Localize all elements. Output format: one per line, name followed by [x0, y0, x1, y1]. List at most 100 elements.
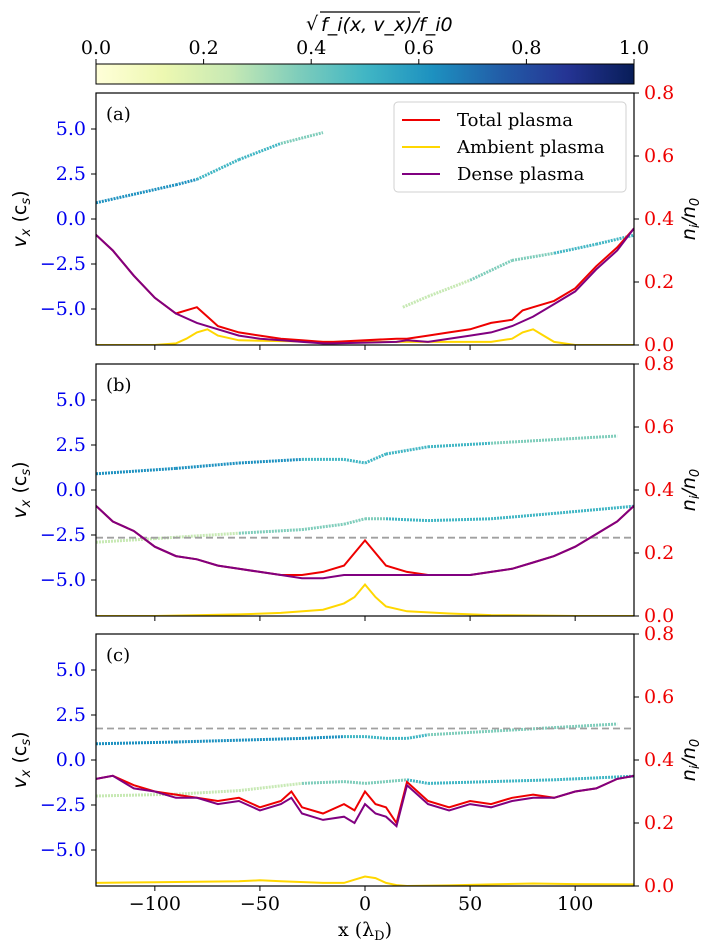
phase-track-right-lower	[402, 295, 429, 309]
right-tick-label: 0.0	[644, 605, 674, 627]
phase-track-upper	[427, 729, 492, 737]
phase-track-lower	[491, 778, 555, 784]
x-tick-label: −50	[240, 893, 280, 915]
phase-track-upper	[385, 445, 429, 456]
phase-track-upper	[427, 441, 492, 449]
left-tick-label: −5.0	[40, 569, 86, 591]
colorbar-label-sqrt: √	[306, 13, 319, 35]
right-axis-label: ni/n0	[678, 739, 703, 781]
left-tick-label: 0.0	[56, 749, 86, 771]
plot-area	[96, 434, 634, 616]
total-plasma-curve	[96, 505, 634, 576]
colorbar-label: √ f_i(x, v_x)/f_i0	[306, 11, 453, 36]
ambient-plasma-curve	[96, 582, 634, 616]
x-tick-label: 0	[359, 893, 371, 915]
left-tick-label: −2.5	[40, 794, 86, 816]
right-axis-label: ni/n0	[678, 198, 703, 240]
panel-frame	[95, 363, 635, 617]
right-tick-label: 0.0	[644, 875, 674, 897]
phase-track-right-lower	[595, 233, 634, 246]
legend-label: Total plasma	[457, 110, 573, 131]
right-tick-label: 0.4	[644, 208, 674, 230]
phase-track-upper	[238, 736, 302, 742]
phase-track-lower	[554, 504, 634, 515]
right-tick-label: 0.6	[644, 686, 674, 708]
left-tick-label: 0.0	[56, 479, 86, 501]
phase-track-upper	[491, 726, 555, 733]
x-tick-label: 100	[557, 893, 593, 915]
phase-track-lower	[238, 781, 303, 793]
phase-track-lower	[175, 789, 239, 796]
phase-track-lower	[490, 511, 555, 521]
plot-area	[96, 131, 634, 345]
phase-track-lower	[385, 778, 408, 784]
panel-label: (c)	[106, 645, 130, 666]
phase-track-left-upper	[196, 158, 240, 181]
dense-plasma-curve	[96, 505, 634, 580]
phase-track-upper	[491, 438, 555, 445]
panel-a: 5.0 2.5 0.0 −2.5 −5.0 0.8 0.6 0.4 0.2 0.0 vx (cs) n…	[9, 82, 703, 356]
left-axis-label: vx (cs)	[9, 190, 34, 247]
left-axis-label: vx (cs)	[9, 461, 34, 518]
phase-track-lower	[154, 531, 240, 541]
phase-track-right-lower	[553, 242, 597, 255]
phase-track-left-upper	[238, 142, 282, 161]
left-tick-label: 2.5	[56, 704, 86, 726]
left-tick-label: −5.0	[40, 298, 86, 320]
legend-label: Ambient plasma	[456, 137, 605, 158]
phase-track-upper	[238, 457, 303, 465]
left-tick-label: 5.0	[56, 389, 86, 411]
phase-track-right-lower	[427, 278, 471, 298]
phase-track-upper	[175, 738, 239, 744]
colorbar-tick-label: 1.0	[619, 37, 649, 59]
legend-label: Dense plasma	[457, 164, 585, 185]
x-tick-label: −100	[129, 893, 181, 915]
phase-track-upper	[175, 461, 240, 470]
phase-track-left-upper	[175, 177, 198, 187]
panels: 5.0 2.5 0.0 −2.5 −5.0 0.8 0.6 0.4 0.2 0.0 vx (cs) n…	[9, 82, 703, 915]
phase-track-upper	[554, 434, 618, 442]
panel-label: (b)	[106, 375, 132, 396]
dense-plasma-curve	[96, 774, 634, 828]
left-tick-label: −5.0	[40, 839, 86, 861]
phase-track-lower	[428, 780, 492, 785]
left-axis-label: vx (cs)	[9, 731, 34, 788]
right-tick-label: 0.4	[644, 479, 674, 501]
phase-track-lower	[428, 517, 492, 523]
phase-track-lower	[406, 778, 429, 785]
colorbar-label-text: f_i(x, v_x)/f_i0	[321, 14, 453, 36]
legend: Total plasma Ambient plasma Dense plasma	[393, 101, 627, 193]
right-tick-label: 0.6	[644, 416, 674, 438]
right-tick-label: 0.8	[644, 82, 674, 104]
phase-track-right-lower	[511, 251, 555, 262]
panel-label: (a)	[106, 104, 131, 125]
phase-track-lower	[238, 528, 303, 535]
phase-track-lower	[364, 780, 387, 785]
phase-track-lower	[385, 517, 429, 523]
left-tick-label: 5.0	[56, 659, 86, 681]
phase-track-left-upper	[280, 131, 324, 145]
plot-area	[96, 722, 634, 886]
phase-track-upper	[406, 733, 429, 740]
left-tick-label: 5.0	[56, 118, 86, 140]
x-axis-label: x (λD)	[338, 919, 392, 944]
left-tick-label: −2.5	[40, 253, 86, 275]
colorbar-gradient	[95, 63, 635, 85]
phase-track-upper	[96, 466, 176, 476]
phase-track-lower	[343, 780, 366, 785]
right-tick-label: 0.8	[644, 623, 674, 645]
colorbar-tick-label: 0.8	[511, 37, 541, 59]
panel-c: 5.0 2.5 0.0 −2.5 −5.0 0.8 0.6 0.4 0.2 0.0 −100 −50 0…	[9, 623, 703, 915]
phase-track-upper	[96, 740, 176, 746]
colorbar-tick-label: 0.2	[188, 37, 218, 59]
phase-track-upper	[364, 735, 387, 740]
right-tick-label: 0.2	[644, 542, 674, 564]
right-tick-label: 0.2	[644, 271, 674, 293]
legend-box	[393, 101, 627, 193]
right-tick-label: 0.2	[644, 812, 674, 834]
colorbar-tick-label: 0.4	[296, 37, 326, 59]
right-tick-label: 0.8	[644, 353, 674, 375]
phase-track-lower	[554, 774, 634, 782]
phase-track-left-upper	[96, 183, 177, 205]
